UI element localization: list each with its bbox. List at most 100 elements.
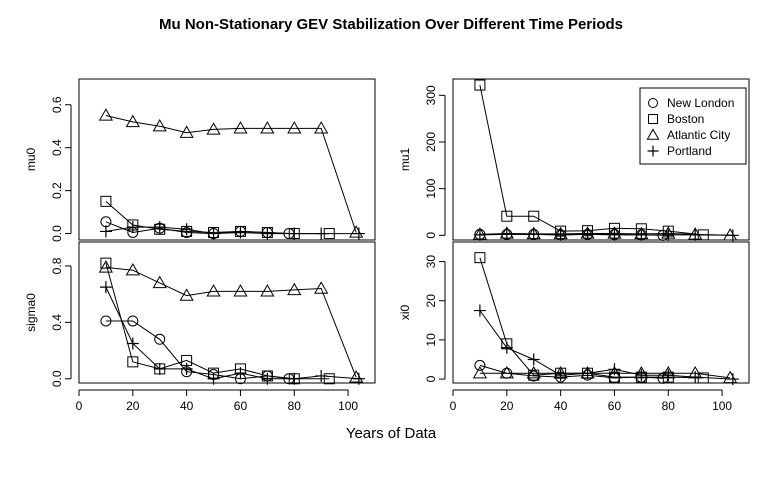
data-point-atlantic-city xyxy=(152,118,167,132)
legend-entry-portland: Portland xyxy=(647,144,712,158)
y-tick-label: 300 xyxy=(424,85,438,105)
panel-frame xyxy=(78,241,376,384)
y-tick-label: 0 xyxy=(424,375,438,382)
series-line-portland xyxy=(479,310,733,380)
data-point-portland xyxy=(99,281,112,294)
panel-frame xyxy=(452,241,750,384)
panel-top-right: 0 100 200 300 mu1 xyxy=(398,78,750,242)
y-tick-label: 200 xyxy=(424,132,438,152)
x-tick-label: 100 xyxy=(712,399,732,413)
x-tick-label: 0 xyxy=(76,399,83,413)
data-point-portland xyxy=(527,228,540,241)
data-point-portland xyxy=(726,373,739,386)
data-point-portland xyxy=(500,341,513,354)
legend-symbol-triangle xyxy=(646,128,660,140)
legend-label: Portland xyxy=(667,144,712,158)
data-point-portland xyxy=(635,228,648,241)
data-point-atlantic-city xyxy=(526,365,541,379)
data-point-portland xyxy=(473,304,486,317)
panel-bottom-left: 0.0 0.4 0.8 sigma0 0 20 40 60 80 100 xyxy=(24,241,376,413)
y-tick-label: 0.8 xyxy=(50,257,64,274)
data-point-portland xyxy=(554,228,567,241)
series-line-atlantic-city xyxy=(105,115,357,233)
series-portland xyxy=(99,281,365,385)
chart-title: Mu Non-Stationary GEV Stabilization Over… xyxy=(159,16,623,33)
data-point-atlantic-city xyxy=(260,284,275,297)
data-point-atlantic-city xyxy=(260,121,275,134)
y-tick-label: 0.4 xyxy=(50,314,64,331)
data-point-boston xyxy=(528,210,540,222)
data-point-atlantic-city xyxy=(206,122,221,135)
data-point-portland xyxy=(662,228,675,241)
series-line-portland xyxy=(105,286,359,380)
data-point-portland xyxy=(635,369,648,382)
data-point-portland xyxy=(180,362,193,375)
y-axis-label: mu0 xyxy=(24,148,38,172)
data-point-portland xyxy=(207,227,220,240)
series-atlantic-city xyxy=(98,108,364,238)
legend-symbol-plus xyxy=(647,145,659,157)
x-tick-label: 40 xyxy=(180,399,194,413)
data-point-portland xyxy=(689,371,702,384)
y-tick-label: 0.2 xyxy=(50,182,64,199)
legend-symbol-circle xyxy=(648,98,658,108)
series-portland xyxy=(473,228,739,242)
legend-label: New London xyxy=(667,96,734,110)
data-point-boston xyxy=(100,195,112,207)
series-line-atlantic-city xyxy=(479,232,731,236)
panel-frame xyxy=(452,78,750,241)
legend-label: Atlantic City xyxy=(667,128,730,142)
series-line-portland xyxy=(105,226,359,235)
data-point-portland xyxy=(554,369,567,382)
data-point-atlantic-city xyxy=(98,260,114,273)
data-point-atlantic-city xyxy=(607,365,622,379)
data-point-atlantic-city xyxy=(179,125,194,138)
y-tick-label: 10 xyxy=(424,333,438,347)
data-point-atlantic-city xyxy=(125,114,140,128)
data-point-atlantic-city xyxy=(206,284,221,297)
data-point-portland xyxy=(315,369,328,382)
x-tick-label: 0 xyxy=(450,399,457,413)
data-point-boston xyxy=(100,257,112,269)
data-point-atlantic-city xyxy=(472,365,488,379)
data-point-portland xyxy=(473,228,486,241)
data-point-boston xyxy=(127,356,139,368)
series-line-atlantic-city xyxy=(105,266,357,378)
panel-frame xyxy=(78,78,376,241)
data-point-portland xyxy=(288,227,301,240)
x-tick-label: 20 xyxy=(500,399,514,413)
panels: 0.00.20.40.6mu00100200300mu10.00.40.8sig… xyxy=(24,78,750,413)
data-point-portland xyxy=(315,227,328,240)
panel-bottom-right: 0 10 20 30 xi0 0 20 40 60 80 100 xyxy=(398,241,750,413)
x-tick-label: 80 xyxy=(288,399,302,413)
data-point-boston xyxy=(323,373,335,385)
data-point-atlantic-city xyxy=(314,281,329,294)
data-point-new-london xyxy=(127,315,139,327)
data-point-portland xyxy=(99,225,112,238)
data-point-portland xyxy=(689,228,702,241)
data-point-portland xyxy=(662,369,675,382)
data-point-portland xyxy=(527,353,540,366)
y-tick-label: 100 xyxy=(424,178,438,198)
legend: New London Boston Atlantic City Portland xyxy=(639,87,747,165)
legend-entry-new-london: New London xyxy=(648,96,734,110)
x-tick-label: 40 xyxy=(554,399,568,413)
data-point-portland xyxy=(180,223,193,236)
data-point-portland xyxy=(207,372,220,385)
series-line-portland xyxy=(479,233,733,236)
x-axis-label: Years of Data xyxy=(346,425,437,442)
data-point-portland xyxy=(352,227,365,240)
data-point-portland xyxy=(153,362,166,375)
legend-entry-boston: Boston xyxy=(648,112,704,126)
data-point-portland xyxy=(581,367,594,380)
data-point-portland xyxy=(234,226,247,239)
legend-symbol-square xyxy=(648,114,658,124)
series-portland xyxy=(473,304,739,386)
data-point-portland xyxy=(153,221,166,234)
data-point-boston xyxy=(501,210,513,222)
y-tick-label: 0.6 xyxy=(50,96,64,113)
x-tick-label: 80 xyxy=(662,399,676,413)
data-point-portland xyxy=(608,363,621,376)
data-point-atlantic-city xyxy=(287,121,302,134)
